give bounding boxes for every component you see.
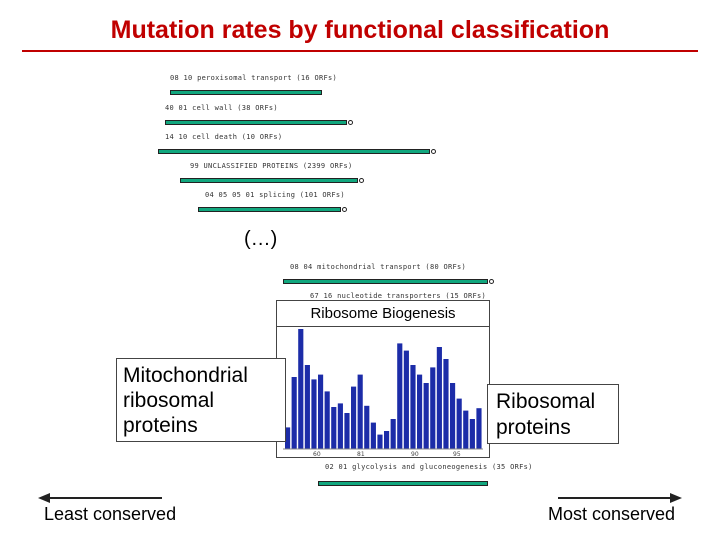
row-label-peroxisomal-transport: 08 10 peroxisomal transport (16 ORFs) [170,74,338,82]
ribosome-biogenesis-bar [331,407,337,449]
least-conserved-label: Least conserved [44,504,177,524]
mitochondrial-ribosomal-callout: Mitochondrial ribosomal proteins [116,358,286,442]
bar-cap-cell-death [431,149,436,154]
ribosome-biogenesis-bar [417,374,423,449]
row-label-glycolysis: 02 01 glycolysis and gluconeogenesis (35… [325,463,533,471]
ribosome-biogenesis-bar [377,434,383,449]
ribosome-biogenesis-bar [476,408,482,449]
arrowhead-right-icon [670,493,682,503]
ribosome-biogenesis-chart: 60 81 90 95 [276,326,490,458]
ribosome-biogenesis-bar [311,379,317,449]
row-label-nucleotide-transporters: 67 16 nucleotide transporters (15 ORFs) [310,292,487,300]
least-conserved-arrow [48,497,162,499]
page-title: Mutation rates by functional classificat… [110,16,610,44]
ribosome-biogenesis-bar [364,405,370,449]
x-tick-label: 95 [453,451,461,458]
ribosome-biogenesis-bar [443,359,449,449]
most-conserved-arrow [558,497,672,499]
ribosome-biogenesis-bar [324,391,330,449]
ribosome-biogenesis-bar [370,422,376,449]
bar-unclassified-proteins [180,178,358,183]
ribosome-biogenesis-bar [450,383,456,449]
ribosome-biogenesis-bar [463,410,469,449]
ribosome-biogenesis-bar [456,398,462,449]
ribosome-biogenesis-bar [291,377,297,449]
bar-cap-splicing [342,207,347,212]
bar-cell-death [158,149,430,154]
x-tick-label: 60 [313,451,321,458]
row-label-cell-death: 14 10 cell death (10 ORFs) [165,133,283,141]
ribosome-biogenesis-title: Ribosome Biogenesis [276,300,490,328]
bar-splicing [198,207,341,212]
ribosome-biogenesis-bar [423,383,429,449]
bar-peroxisomal-transport [170,90,322,95]
bar-cap-mitochondrial-transport [489,279,494,284]
x-tick-label: 90 [411,451,419,458]
row-label-cell-wall: 40 01 cell wall (38 ORFs) [165,104,278,112]
ribosome-biogenesis-bar [430,367,436,449]
ribosome-biogenesis-bar [351,386,357,449]
x-tick-label: 81 [357,451,365,458]
ribosome-biogenesis-bar [298,329,304,449]
ribosome-biogenesis-bar [390,419,396,449]
ribosome-biogenesis-bar [397,343,403,449]
bar-cap-unclassified-proteins [359,178,364,183]
bar-cell-wall [165,120,347,125]
row-label-unclassified-proteins: 99 UNCLASSIFIED PROTEINS (2399 ORFs) [190,162,353,170]
ribosome-biogenesis-bar [337,403,343,449]
bar-mitochondrial-transport [283,279,488,284]
ribosomal-proteins-callout: Ribosomal proteins [487,384,619,444]
row-label-splicing: 04 05 05 01 splicing (101 ORFs) [205,191,345,199]
ribosome-biogenesis-bar [344,413,350,449]
row-label-mitochondrial-transport: 08 04 mitochondrial transport (80 ORFs) [290,263,467,271]
bar-glycolysis [318,481,488,486]
ribosome-biogenesis-bar [436,347,442,449]
ribosome-biogenesis-bar [469,419,475,449]
ribosome-biogenesis-bar [318,374,324,449]
bar-cap-cell-wall [348,120,353,125]
title-underline [22,50,698,52]
ribosome-biogenesis-bar [410,365,416,449]
ellipsis: (…) [244,228,278,250]
ribosome-biogenesis-bar [384,431,390,449]
ribosome-biogenesis-bar [304,365,310,449]
ribosome-biogenesis-bar [403,350,409,449]
most-conserved-label: Most conserved [548,504,676,524]
ribosome-biogenesis-bar [357,374,363,449]
ribosome-biogenesis-bar [285,427,291,449]
arrowhead-left-icon [38,493,50,503]
